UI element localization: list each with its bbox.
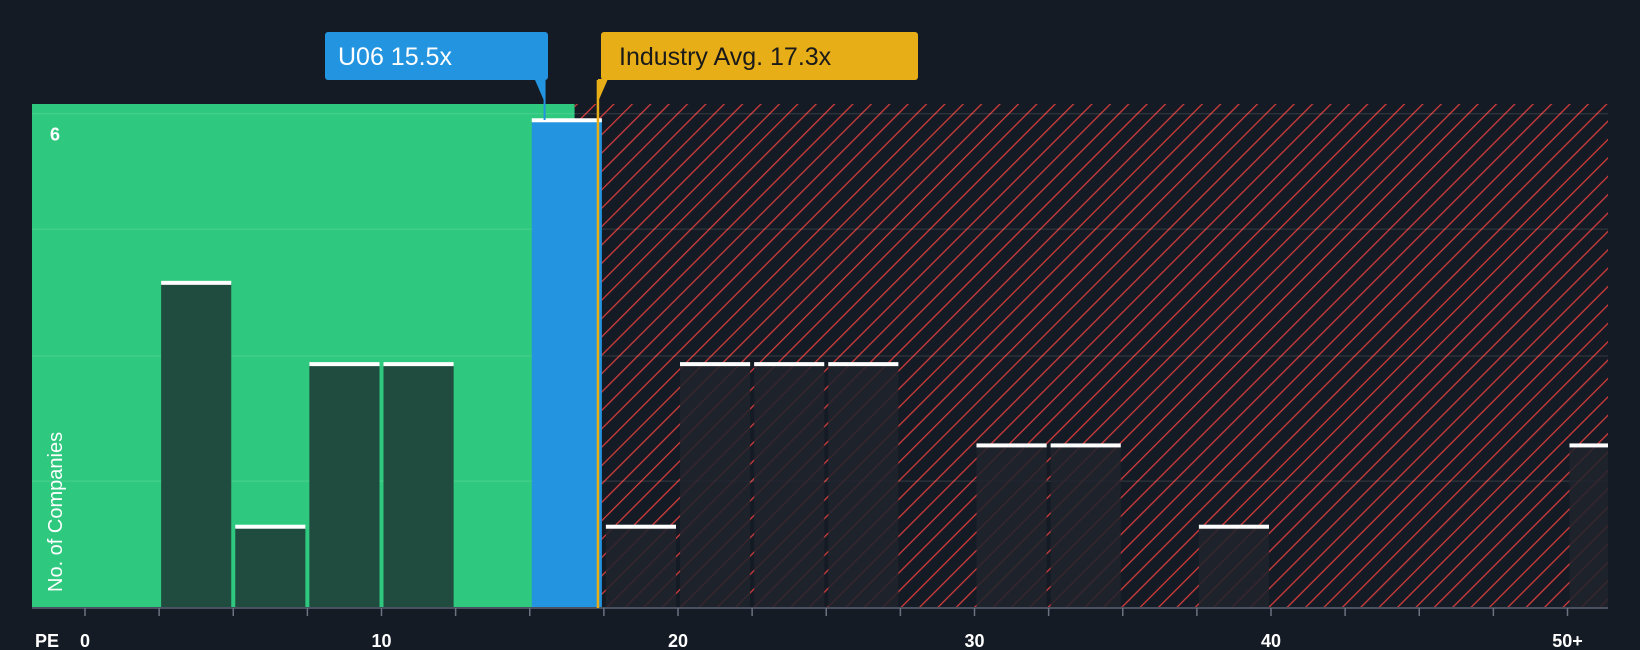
x-tick-label: 20: [668, 631, 688, 650]
bar: [235, 526, 306, 608]
x-tick-label: 30: [964, 631, 984, 650]
bar-cap: [235, 524, 306, 529]
bar: [1569, 445, 1608, 608]
bar: [1050, 445, 1121, 608]
bar: [309, 364, 380, 608]
bars: [161, 118, 1608, 609]
industry-callout-pointer: [597, 79, 608, 102]
valuation-zones: [32, 104, 1609, 608]
undervalued-zone: [32, 104, 575, 608]
bar: [828, 364, 899, 608]
bar: [976, 445, 1047, 608]
bar-cap: [828, 362, 899, 367]
bar-cap: [383, 362, 454, 367]
x-tick-label: 10: [371, 631, 391, 650]
bar: [754, 364, 825, 608]
bar: [531, 120, 602, 609]
industry-avg-callout: [601, 32, 918, 80]
x-tick-label: 0: [80, 631, 90, 650]
bar-cap: [680, 362, 751, 367]
industry-avg-label: Industry Avg. 17.3x: [619, 43, 832, 71]
bar: [383, 364, 454, 608]
company-pe-callout: [325, 32, 548, 80]
gridlines: [32, 113, 1608, 482]
bar-cap: [161, 280, 232, 285]
bar-cap: [531, 118, 602, 123]
markers: U06 15.5x Industry Avg. 17.3x: [325, 32, 918, 608]
bar: [1198, 526, 1269, 608]
y-tick-label: 6: [50, 124, 60, 144]
bar-cap: [1198, 524, 1269, 529]
x-axis: 0 10 20 30 40 50+ 6: [32, 124, 1608, 650]
x-axis-title: PE: [35, 631, 59, 650]
x-tick-label: 50+: [1552, 631, 1583, 650]
x-tick-label: 40: [1261, 631, 1281, 650]
company-pe-label: U06 15.5x: [338, 43, 452, 71]
bar-cap: [605, 524, 676, 529]
y-axis-title: No. of Companies: [45, 432, 67, 592]
company-callout-pointer: [534, 79, 545, 102]
bar: [605, 526, 676, 608]
bar: [680, 364, 751, 608]
bar-cap: [976, 443, 1047, 448]
bar-cap: [754, 362, 825, 367]
bar-cap: [1569, 443, 1608, 448]
bar-cap: [309, 362, 380, 367]
bar-cap: [1050, 443, 1121, 448]
bar: [161, 282, 232, 608]
